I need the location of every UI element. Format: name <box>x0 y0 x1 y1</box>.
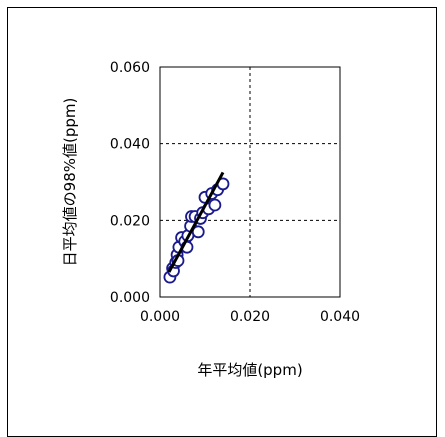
data-points <box>163 177 230 284</box>
x-axis-ticks: 0.000 0.020 0.040 <box>140 309 360 325</box>
y-axis-ticks: 0.000 0.020 0.040 0.060 <box>110 60 150 306</box>
trendline <box>167 171 225 273</box>
y-tick-label: 0.020 <box>110 213 150 229</box>
x-tick-label: 0.020 <box>230 309 270 325</box>
y-axis-label: 日平均値の98%値(ppm) <box>61 98 79 267</box>
y-tick-label: 0.040 <box>110 137 150 153</box>
x-tick-label: 0.000 <box>140 309 180 325</box>
y-tick-label: 0.000 <box>110 290 150 306</box>
scatter-chart: 0.000 0.020 0.040 0.000 0.020 0.040 0.060 年平均… <box>61 60 360 379</box>
x-axis-label: 年平均値(ppm) <box>197 361 302 379</box>
plot-area <box>159 66 341 298</box>
data-point <box>208 198 222 212</box>
data-point <box>191 225 205 239</box>
grid-lines <box>160 67 340 297</box>
chart-frame <box>7 7 437 437</box>
y-tick-label: 0.060 <box>110 60 150 76</box>
trendline-segment <box>167 171 225 273</box>
x-tick-label: 0.040 <box>320 309 360 325</box>
